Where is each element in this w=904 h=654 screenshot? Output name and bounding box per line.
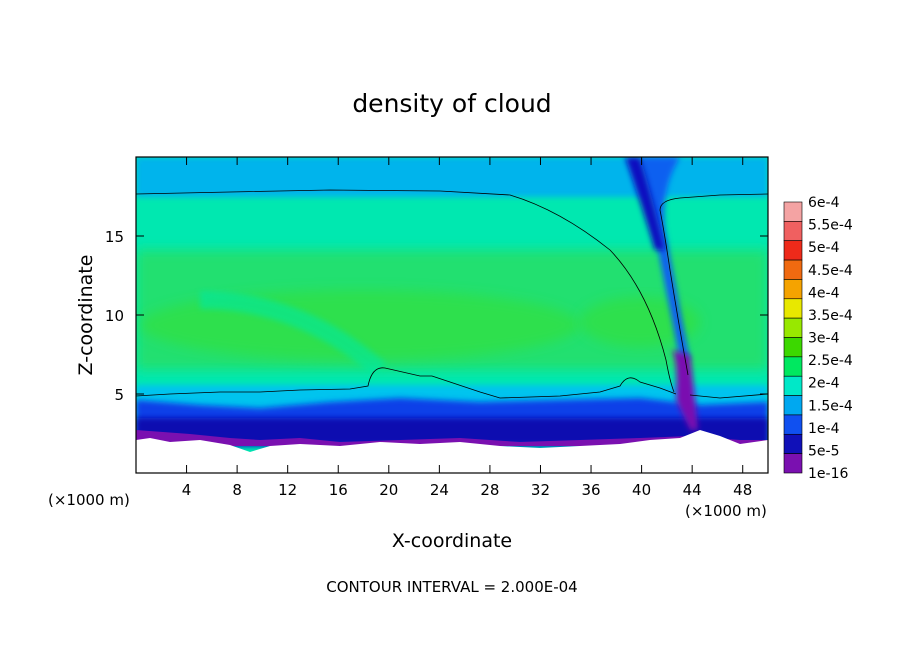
colorbar-swatch <box>783 337 803 358</box>
colorbar-label: 1.5e-4 <box>808 398 853 414</box>
colorbar-swatch <box>783 240 803 261</box>
field-updraft <box>672 350 698 430</box>
colorbar-swatch <box>783 259 803 280</box>
x-tick-label: 28 <box>480 481 499 499</box>
x-tick-label: 36 <box>581 481 600 499</box>
field-clear-air <box>136 430 768 473</box>
chart-title: density of cloud <box>352 89 551 118</box>
x-tick-label: 4 <box>182 481 192 499</box>
colorbar-label: 5e-4 <box>808 240 840 256</box>
x-axis-ticks: 4 8 12 16 20 24 28 32 36 40 44 48 <box>182 157 752 499</box>
y-tick-label: 15 <box>105 228 124 246</box>
colorbar-swatch <box>783 375 803 396</box>
x-tick-label: 8 <box>232 481 242 499</box>
y-tick-label: 10 <box>105 307 124 325</box>
contour-lower-right <box>689 393 768 399</box>
colorbar-label: 1e-16 <box>808 466 848 482</box>
contour-interval-note: CONTOUR INTERVAL = 2.000E-04 <box>326 578 577 596</box>
colorbar-label: 4e-4 <box>808 285 840 301</box>
x-unit-right: (×1000 m) <box>685 502 767 520</box>
x-tick-label: 20 <box>379 481 398 499</box>
colorbar-label: 1e-4 <box>808 421 840 437</box>
colorbar-swatch <box>783 453 803 474</box>
x-tick-label: 24 <box>430 481 449 499</box>
colorbar-swatch <box>783 356 803 377</box>
x-unit-left: (×1000 m) <box>48 491 130 509</box>
colorbar-swatch <box>783 433 803 454</box>
colorbar-label: 3.5e-4 <box>808 308 853 324</box>
x-tick-label: 48 <box>733 481 752 499</box>
y-tick-label: 5 <box>114 386 124 404</box>
contour-upper <box>136 189 675 393</box>
colorbar-label: 3e-4 <box>808 331 840 347</box>
colorbar-swatch <box>783 317 803 338</box>
colorbar-label: 5.5e-4 <box>808 218 853 234</box>
colorbar: 6e-4 5.5e-4 5e-4 4.5e-4 4e-4 3.5e-4 3e-4 2.5e-4… <box>783 195 853 482</box>
colorbar-swatch <box>783 279 803 300</box>
colorbar-swatch <box>783 221 803 242</box>
field-base-core <box>136 418 768 445</box>
plot-field <box>136 157 768 473</box>
contour-lower <box>136 367 677 399</box>
x-tick-label: 44 <box>683 481 702 499</box>
y-axis-label: Z-coordinate <box>75 255 97 376</box>
colorbar-label: 5e-5 <box>808 443 839 459</box>
contour-upper-right <box>659 193 768 376</box>
colorbar-swatch <box>783 298 803 319</box>
x-tick-label: 16 <box>329 481 348 499</box>
colorbar-label: 4.5e-4 <box>808 263 853 279</box>
colorbar-swatch <box>783 414 803 435</box>
field-plume-core <box>560 157 665 250</box>
y-axis-ticks: 5 10 15 <box>105 228 768 404</box>
x-tick-label: 32 <box>531 481 550 499</box>
x-tick-label: 40 <box>632 481 651 499</box>
colorbar-swatch <box>783 201 803 222</box>
field-purple-base <box>136 430 768 446</box>
field-arc-band <box>199 291 386 377</box>
x-tick-label: 12 <box>278 481 297 499</box>
x-axis-label: X-coordinate <box>392 530 512 552</box>
colorbar-label: 2e-4 <box>808 376 840 392</box>
colorbar-label: 2.5e-4 <box>808 353 853 369</box>
colorbar-swatch <box>783 395 803 416</box>
colorbar-label: 6e-4 <box>808 195 840 211</box>
